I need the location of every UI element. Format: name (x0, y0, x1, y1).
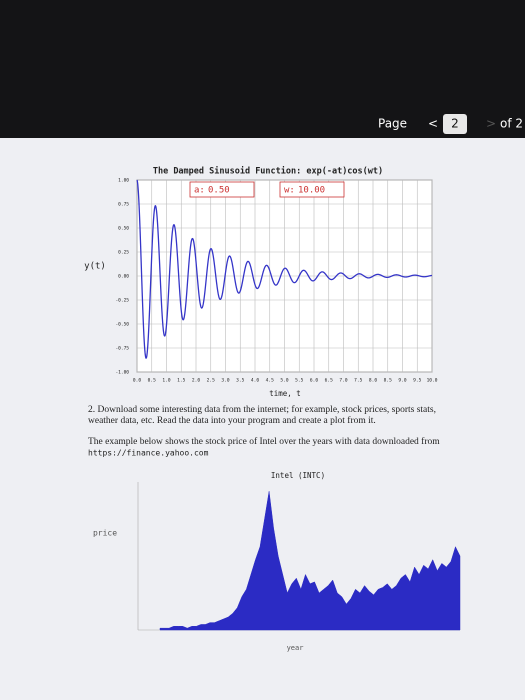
x-tick-label: 6.0 (310, 378, 318, 384)
control-box (189, 181, 255, 198)
y-tick-label: 0.25 (118, 250, 129, 256)
x-tick-label: 3.0 (221, 378, 229, 384)
paragraph-line: https://finance.yahoo.com (88, 449, 209, 458)
y-tick-label: -0.25 (115, 298, 129, 304)
x-tick-label: 4.5 (266, 378, 274, 384)
x-tick-label: 9.0 (398, 378, 406, 384)
y-tick-label: -0.75 (115, 346, 129, 352)
page-total: of 2 (500, 117, 523, 131)
x-tick-label: 1.0 (162, 378, 170, 384)
paragraph-line: weather data, etc. Read the data into yo… (88, 415, 376, 426)
x-tick-label: 7.0 (339, 378, 347, 384)
control-label: a: (194, 186, 205, 196)
x-tick-label: 2.5 (207, 378, 215, 384)
x-tick-label: 8.5 (384, 378, 392, 384)
y-tick-label: 0.75 (118, 202, 129, 208)
page-box[interactable] (443, 114, 467, 134)
y-axis-label: price (93, 529, 117, 538)
control-value: 0.50 (208, 186, 230, 196)
x-tick-label: 0.5 (148, 378, 156, 384)
prev-button[interactable]: < (428, 117, 438, 131)
x-tick-label: 8.0 (369, 378, 377, 384)
x-tick-label: 4.0 (251, 378, 259, 384)
x-axis-label: time, t (269, 389, 301, 398)
x-tick-label: 3.5 (236, 378, 244, 384)
current-page[interactable]: 2 (451, 117, 459, 131)
x-tick-label: 6.5 (325, 378, 333, 384)
x-tick-label: 10.0 (427, 378, 438, 384)
next-button[interactable]: > (486, 117, 496, 131)
control-box (279, 181, 345, 198)
chart-title: The Damped Sinusoid Function: exp(-at)co… (153, 166, 383, 177)
control-value: 10.00 (298, 186, 325, 196)
x-tick-label: 5.5 (295, 378, 303, 384)
x-tick-label: 2.0 (192, 378, 200, 384)
x-tick-label: 9.5 (413, 378, 421, 384)
paragraph-line: 2. Download some interesting data from t… (88, 404, 436, 415)
paragraph-line: The example below shows the stock price … (88, 436, 440, 447)
price-area (159, 491, 461, 631)
x-axis-label: year (287, 644, 304, 652)
y-tick-label: -1.00 (115, 370, 129, 376)
y-tick-label: -0.50 (115, 322, 129, 328)
curve (136, 179, 433, 359)
y-tick-label: 0.50 (118, 226, 129, 232)
x-tick-label: 5.0 (280, 378, 288, 384)
x-tick-label: 0.0 (133, 378, 141, 384)
y-tick-label: 1.00 (118, 178, 129, 184)
y-tick-label: 0.00 (118, 274, 129, 280)
y-axis-label: y(t) (84, 262, 106, 272)
page-label: Page (378, 117, 407, 131)
chart-title: Intel (INTC) (271, 471, 325, 480)
x-tick-label: 1.5 (177, 378, 185, 384)
control-label: w: (284, 186, 295, 196)
x-tick-label: 7.5 (354, 378, 362, 384)
